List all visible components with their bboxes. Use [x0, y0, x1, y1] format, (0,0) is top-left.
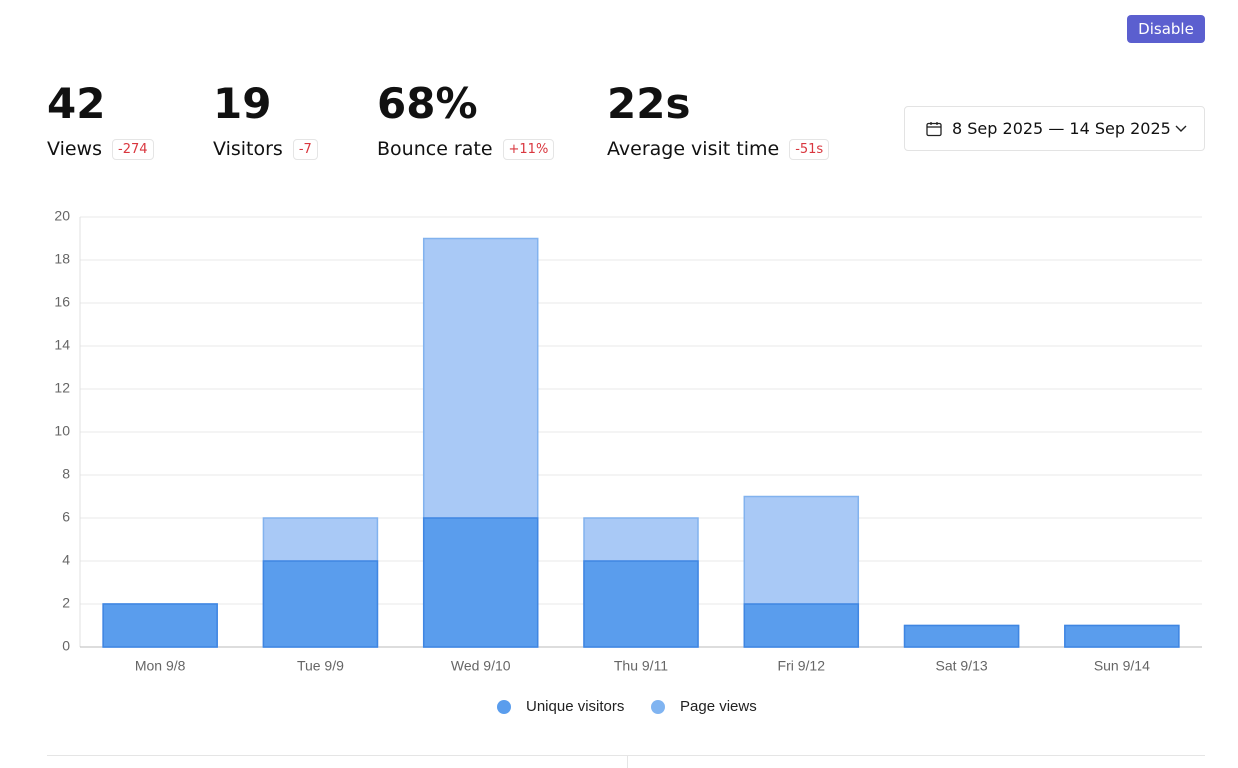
- metric-value: 68%: [377, 79, 478, 128]
- bar: [743, 603, 860, 648]
- y-tick-label: 20: [54, 208, 70, 224]
- metric-change: -7: [292, 138, 318, 160]
- x-tick-label: Thu 9/11: [614, 658, 668, 674]
- disable-button[interactable]: Disable: [1127, 15, 1205, 43]
- divider: [627, 755, 628, 768]
- chart: 0 2 4 6 8 10 12 14 16 18 20 Mon 9/8 Tue 9/9 Wed 9/10 T…: [54, 208, 1202, 715]
- date-range: 8 Sep 2025 — 14 Sep 2025: [952, 119, 1171, 138]
- metric-change: -274: [112, 138, 154, 160]
- metric-change: -51s: [789, 138, 830, 160]
- x-tick-label: Sat 9/13: [935, 658, 987, 674]
- y-tick-label: 14: [54, 337, 70, 353]
- metric-label: Views: [47, 138, 102, 160]
- metric-value: 19: [213, 79, 272, 128]
- chevron: [1175, 125, 1187, 132]
- metric: 22s Average visit time -51s: [607, 78, 830, 160]
- bar: [422, 517, 539, 648]
- divider: [47, 755, 1205, 756]
- bar: [1064, 624, 1180, 648]
- bar: [102, 603, 218, 648]
- calendar-icon: [926, 121, 942, 136]
- y-tick-label: 10: [54, 423, 70, 439]
- date-picker[interactable]: 8 Sep 2025 — 14 Sep 2025: [904, 106, 1205, 151]
- x-tick-label: Sun 9/14: [1094, 658, 1150, 674]
- x-tick-label: Mon 9/8: [135, 658, 186, 674]
- legend-marker: [651, 700, 665, 714]
- bar: [903, 624, 1020, 648]
- legend-label: Unique visitors: [526, 698, 624, 715]
- metric-label-row: Average visit time -51s: [607, 138, 830, 160]
- legend-marker: [497, 700, 511, 714]
- metric-value: 42: [47, 79, 106, 128]
- bar: [262, 560, 379, 648]
- metric-label: Visitors: [213, 138, 283, 160]
- metric: 68% Bounce rate +11%: [377, 78, 555, 160]
- metric-label-row: Bounce rate +11%: [377, 138, 555, 160]
- y-tick-label: 12: [54, 380, 70, 396]
- y-tick-label: 6: [62, 509, 70, 525]
- x-tick-label: Wed 9/10: [451, 658, 511, 674]
- metric-label: Bounce rate: [377, 138, 493, 160]
- metric-value: 22s: [607, 79, 691, 128]
- metric-change: +11%: [502, 138, 555, 160]
- y-tick-label: 8: [62, 466, 70, 482]
- metric-label-row: Views -274: [47, 138, 154, 160]
- x-tick-label: Tue 9/9: [297, 658, 344, 674]
- metric-label-row: Visitors -7: [213, 138, 318, 160]
- legend-label: Page views: [680, 698, 757, 715]
- metric: 42 Views -274: [47, 78, 154, 160]
- y-tick-label: 18: [54, 251, 70, 267]
- y-tick-label: 16: [54, 294, 70, 310]
- y-tick-label: 0: [62, 638, 70, 654]
- x-tick-label: Fri 9/12: [778, 658, 826, 674]
- metric-label: Average visit time: [607, 138, 780, 160]
- bar: [583, 560, 699, 648]
- y-tick-label: 2: [62, 595, 70, 611]
- metric: 19 Visitors -7: [213, 78, 318, 160]
- y-tick-label: 4: [62, 552, 70, 568]
